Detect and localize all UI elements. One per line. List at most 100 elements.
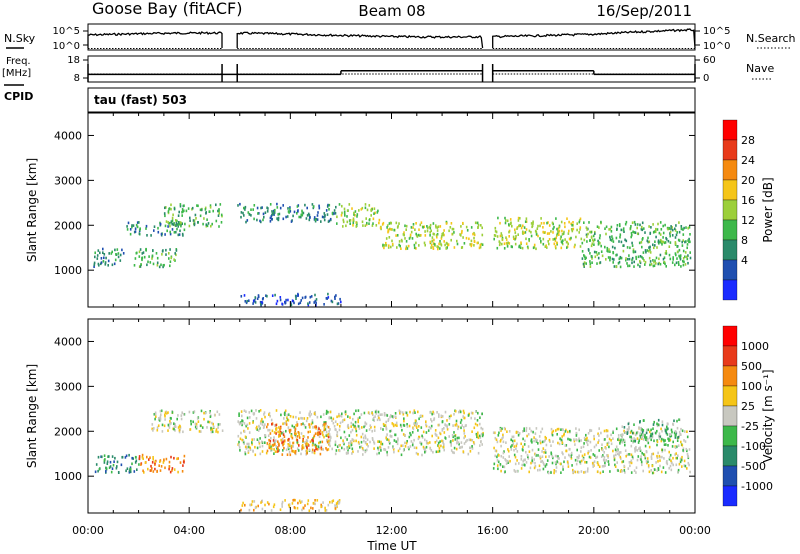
power-cell-4-75 xyxy=(267,207,269,210)
power-cell-3-76 xyxy=(164,206,166,210)
power-cell-3-78 xyxy=(165,220,168,223)
velocity-cell-3-557 xyxy=(355,409,357,413)
power-cell-1-10 xyxy=(160,263,162,267)
power-cell-1-50 xyxy=(156,261,159,265)
velocity-cell-3-158 xyxy=(377,440,379,443)
power-cell-7-195 xyxy=(504,216,506,220)
power-cell-3-29 xyxy=(171,222,173,226)
velocity-cell-3-745 xyxy=(344,410,347,413)
velocity-cell-5-210 xyxy=(529,466,532,470)
velocity-cell-7-9 xyxy=(318,509,320,512)
velocity-cell-6-67 xyxy=(626,431,629,434)
velocity-cell-5-354 xyxy=(619,451,622,454)
velocity-cell-5-480 xyxy=(575,431,578,435)
velocity-cell-5-31 xyxy=(620,457,622,460)
velocity-cell-5-253 xyxy=(518,462,520,465)
velocity-cell-3-133 xyxy=(338,412,340,416)
power-cell-7-121 xyxy=(560,246,563,250)
velocity-cell-3-411 xyxy=(327,448,330,451)
velocity-cell-6-94 xyxy=(677,436,680,439)
velocity-cell-3-156 xyxy=(479,422,481,426)
velocity-cell-5-559 xyxy=(644,455,646,458)
power-cell-8-264 xyxy=(641,245,643,249)
velocity-cell-5-347 xyxy=(604,464,606,467)
power-cell-6-32 xyxy=(470,226,473,229)
velocity-cell-2-109 xyxy=(194,422,197,426)
power-cell-7-23 xyxy=(555,217,557,220)
velocity-cell-3-780 xyxy=(392,415,395,418)
power-cell-8-280 xyxy=(674,242,677,245)
velocity-colorbar-step-5 xyxy=(722,425,738,447)
velocity-cell-1-20 xyxy=(158,464,160,467)
power-cell-4-93 xyxy=(289,207,291,211)
velocity-cell-5-563 xyxy=(641,463,643,467)
velocity-cell-3-650 xyxy=(283,422,286,425)
power-cell-2-38 xyxy=(127,221,130,225)
velocity-cell-6-12 xyxy=(639,436,642,439)
velocity-cell-3-75 xyxy=(392,424,395,428)
velocity-cell-5-149 xyxy=(661,455,663,459)
velocity-cell-6-38 xyxy=(626,428,629,431)
power-cell-4-91 xyxy=(246,219,249,222)
power-cell-3-68 xyxy=(197,221,199,224)
power-cell-1-45 xyxy=(174,252,176,255)
velocity-cell-2-26 xyxy=(216,410,219,414)
power-cell-8-350 xyxy=(597,243,600,246)
power-cell-4-112 xyxy=(311,203,314,206)
power-cell-4-84 xyxy=(262,212,265,216)
velocity-cell-5-370 xyxy=(593,437,595,441)
power-cell-8-354 xyxy=(631,241,633,245)
power-cell-7-180 xyxy=(548,224,551,227)
velocity-cell-5-240 xyxy=(556,427,559,431)
power-cell-9-67 xyxy=(331,300,334,304)
power-cell-8-84 xyxy=(633,265,635,268)
velocity-cell-5-264 xyxy=(637,455,640,458)
velocity-cell-5-136 xyxy=(652,427,654,430)
velocity-cell-2-14 xyxy=(211,430,214,434)
power-cell-8-83 xyxy=(598,241,600,244)
velocity-cell-3-321 xyxy=(318,435,321,438)
velocity-cell-2-50 xyxy=(155,415,157,418)
velocity-cell-5-101 xyxy=(543,451,545,454)
power-cell-3-30 xyxy=(208,210,211,213)
velocity-cell-7-37 xyxy=(240,508,242,512)
power-cell-4-46 xyxy=(278,212,281,216)
noise-left-tick-top: 10^5 xyxy=(53,26,80,37)
power-cell-7-169 xyxy=(564,225,566,229)
power-cell-7-105 xyxy=(523,231,525,235)
velocity-cell-3-0 xyxy=(357,417,359,420)
velocity-cell-3-581 xyxy=(387,419,389,422)
velocity-cell-3-488 xyxy=(310,422,313,426)
velocity-cell-2-105 xyxy=(159,409,162,413)
velocity-cell-0-40 xyxy=(134,461,137,464)
velocity-cell-5-335 xyxy=(525,429,528,433)
velocity-cell-3-518 xyxy=(248,431,251,434)
velocity-cell-0-16 xyxy=(103,461,106,464)
velocity-cell-3-699 xyxy=(306,417,309,420)
power-cell-6-194 xyxy=(446,242,449,246)
power-cell-8-46 xyxy=(625,220,628,224)
power-cell-4-128 xyxy=(298,215,300,219)
power-cell-8-286 xyxy=(648,249,650,253)
velocity-cell-3-781 xyxy=(475,410,477,413)
velocity-cell-6-31 xyxy=(667,427,669,431)
power-cell-6-5 xyxy=(432,242,435,245)
velocity-cell-4-33 xyxy=(298,444,300,447)
velocity-cell-3-110 xyxy=(476,435,478,439)
velocity-cell-7-61 xyxy=(253,500,256,503)
power-cell-6-24 xyxy=(439,225,442,228)
velocity-cell-3-786 xyxy=(326,439,328,442)
velocity-cell-5-440 xyxy=(513,439,516,443)
power-cell-8-187 xyxy=(676,257,678,260)
velocity-cell-3-755 xyxy=(345,451,348,455)
power-cell-9-52 xyxy=(330,299,333,303)
freq-right-tick-bottom: 0 xyxy=(703,73,709,84)
velocity-cell-5-595 xyxy=(551,455,554,458)
power-cell-7-129 xyxy=(515,234,517,238)
velocity-cell-3-297 xyxy=(259,445,261,449)
power-cell-1-38 xyxy=(151,254,154,258)
power-cell-6-117 xyxy=(435,225,437,229)
power-cell-8-166 xyxy=(655,227,657,231)
velocity-cell-3-721 xyxy=(258,440,260,443)
power-cell-6-146 xyxy=(442,233,444,237)
